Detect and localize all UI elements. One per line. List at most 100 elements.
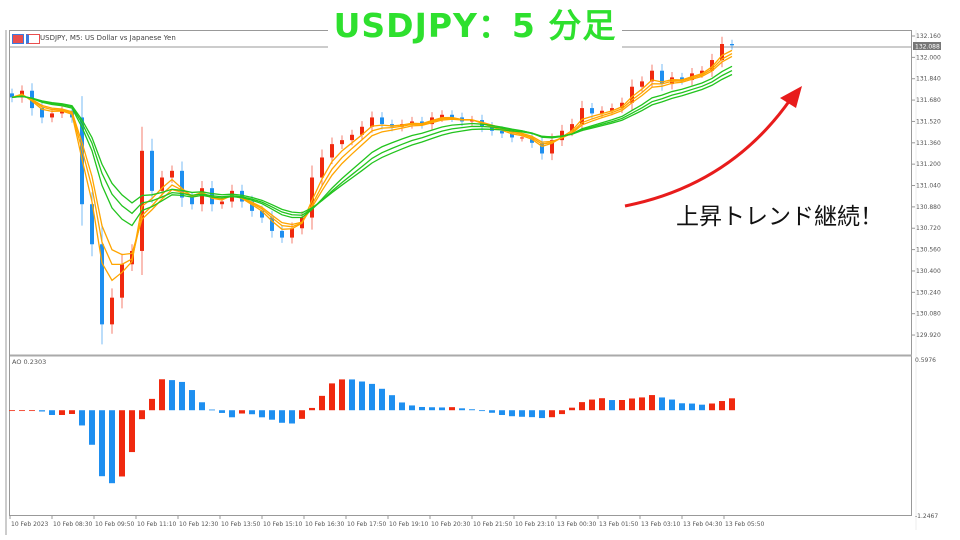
ao-bar [679, 403, 685, 411]
ao-bar [519, 410, 525, 417]
candle [280, 230, 284, 238]
price-axis: 132.160 132.000 131.840 131.680 131.520 131.3… [912, 33, 941, 339]
time-tick-label: 13 Feb 01:50 [599, 521, 639, 528]
candle [600, 110, 604, 114]
ao-bar [259, 410, 265, 418]
ao-bar [249, 410, 255, 415]
ao-bar [319, 395, 325, 411]
candle [260, 210, 264, 218]
candle [380, 117, 384, 125]
candle [310, 177, 314, 218]
time-tick-label: 10 Feb 20:30 [431, 521, 471, 528]
price-tick-label: 130.240 [916, 289, 941, 296]
candle [60, 110, 64, 114]
candle [220, 201, 224, 205]
ao-bar [349, 379, 355, 411]
time-tick-label: 10 Feb 2023 [11, 521, 49, 528]
ao-bar [169, 380, 175, 411]
candle [150, 150, 154, 191]
price-tick-label: 132.000 [916, 54, 941, 61]
ao-bar [69, 410, 75, 414]
ao-bar [699, 404, 705, 411]
time-tick-label: 10 Feb 08:30 [53, 521, 93, 528]
chart-icon [12, 34, 24, 44]
moving-averages [11, 49, 733, 282]
ao-bar [689, 403, 695, 411]
candle [540, 142, 544, 154]
ao-bar [619, 399, 625, 411]
ao-bar [299, 410, 305, 419]
candle [680, 77, 684, 81]
candle [290, 228, 294, 238]
candle [470, 120, 474, 122]
price-tick-label: 129.920 [916, 332, 941, 339]
ao-bar [59, 410, 65, 415]
ao-bar [329, 383, 335, 411]
time-tick-label: 10 Feb 21:50 [473, 521, 513, 528]
ao-bar [529, 410, 535, 418]
price-tick-label: 130.560 [916, 247, 941, 254]
ao-bar [9, 410, 15, 412]
candle [140, 150, 144, 251]
candle [350, 134, 354, 141]
candle [170, 170, 174, 178]
candle [370, 117, 374, 127]
ao-bar [339, 379, 345, 411]
window-icon [26, 34, 40, 44]
time-tick-label: 13 Feb 04:30 [683, 521, 723, 528]
candle [270, 217, 274, 231]
candle [40, 108, 44, 118]
price-tick-label: 131.200 [916, 161, 941, 168]
ao-bar [149, 398, 155, 411]
candle [100, 244, 104, 325]
candle [10, 93, 14, 98]
price-tick-label: 130.400 [916, 268, 941, 275]
price-tick-label: 130.080 [916, 311, 941, 318]
candle [120, 264, 124, 298]
ao-histogram [9, 379, 735, 484]
ao-bar [29, 410, 35, 412]
price-badge: 132.088 [913, 42, 941, 51]
candle [530, 137, 534, 143]
moving-average-line [11, 73, 733, 214]
ao-bar [589, 399, 595, 411]
ao-bar [659, 397, 665, 411]
ao-bar [489, 410, 495, 413]
candle [200, 188, 204, 205]
candle [320, 157, 324, 178]
ao-bar [479, 410, 485, 412]
ao-bar [219, 410, 225, 413]
price-tick-label: 131.840 [916, 76, 941, 83]
ao-bar [39, 410, 45, 412]
ao-bar [229, 410, 235, 418]
ao-max-label: 0.5976 [915, 357, 936, 364]
candle [590, 108, 594, 114]
ao-bar [309, 407, 315, 411]
ao-bar [719, 401, 725, 411]
time-tick-label: 10 Feb 13:50 [221, 521, 261, 528]
ao-bar [139, 410, 145, 420]
ao-bar [409, 405, 415, 411]
ao-bar [89, 410, 95, 445]
candle [160, 177, 164, 191]
candle [180, 170, 184, 198]
candle [110, 297, 114, 325]
ao-bar [729, 398, 735, 411]
ao-bar [179, 381, 185, 411]
candle [730, 44, 734, 46]
ao-bar [539, 410, 545, 419]
ao-bar [99, 410, 105, 477]
price-tick-label: 130.880 [916, 204, 941, 211]
ao-bar [239, 410, 245, 414]
ao-bar [609, 400, 615, 411]
time-tick-label: 10 Feb 23:10 [515, 521, 555, 528]
ao-bar [599, 398, 605, 411]
ao-bar [129, 410, 135, 453]
candle [550, 140, 554, 154]
moving-average-line [11, 69, 733, 216]
candle [710, 60, 714, 71]
time-tick-label: 10 Feb 09:50 [95, 521, 135, 528]
ao-bar [289, 410, 295, 424]
ao-bar [579, 402, 585, 411]
